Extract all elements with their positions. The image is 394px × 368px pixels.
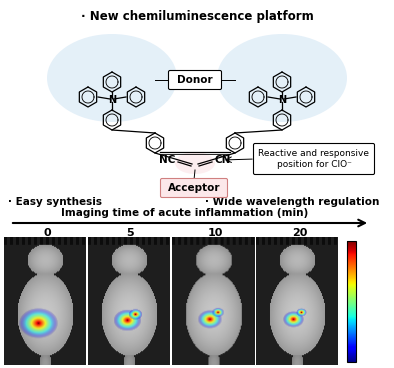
Text: · New chemiluminescence platform: · New chemiluminescence platform [81,10,313,23]
Text: · Easy synthesis: · Easy synthesis [8,197,102,207]
Text: Imaging time of acute inflammation (min): Imaging time of acute inflammation (min) [61,208,309,218]
Text: NC: NC [159,155,175,165]
Ellipse shape [175,152,215,174]
FancyBboxPatch shape [253,144,375,174]
Text: CN: CN [215,155,231,165]
Text: Reactive and responsive
position for ClO⁻: Reactive and responsive position for ClO… [258,149,370,169]
Text: 10: 10 [207,228,223,238]
Text: · Wide wavelength regulation: · Wide wavelength regulation [205,197,379,207]
Ellipse shape [47,34,177,122]
Text: Acceptor: Acceptor [168,183,220,193]
FancyBboxPatch shape [160,178,227,198]
FancyBboxPatch shape [169,71,221,89]
Text: N: N [278,95,286,105]
Text: N: N [108,95,116,105]
Text: 20: 20 [292,228,308,238]
Text: 5: 5 [126,228,134,238]
Text: 0: 0 [43,228,51,238]
Ellipse shape [217,34,347,122]
Text: Donor: Donor [177,75,213,85]
